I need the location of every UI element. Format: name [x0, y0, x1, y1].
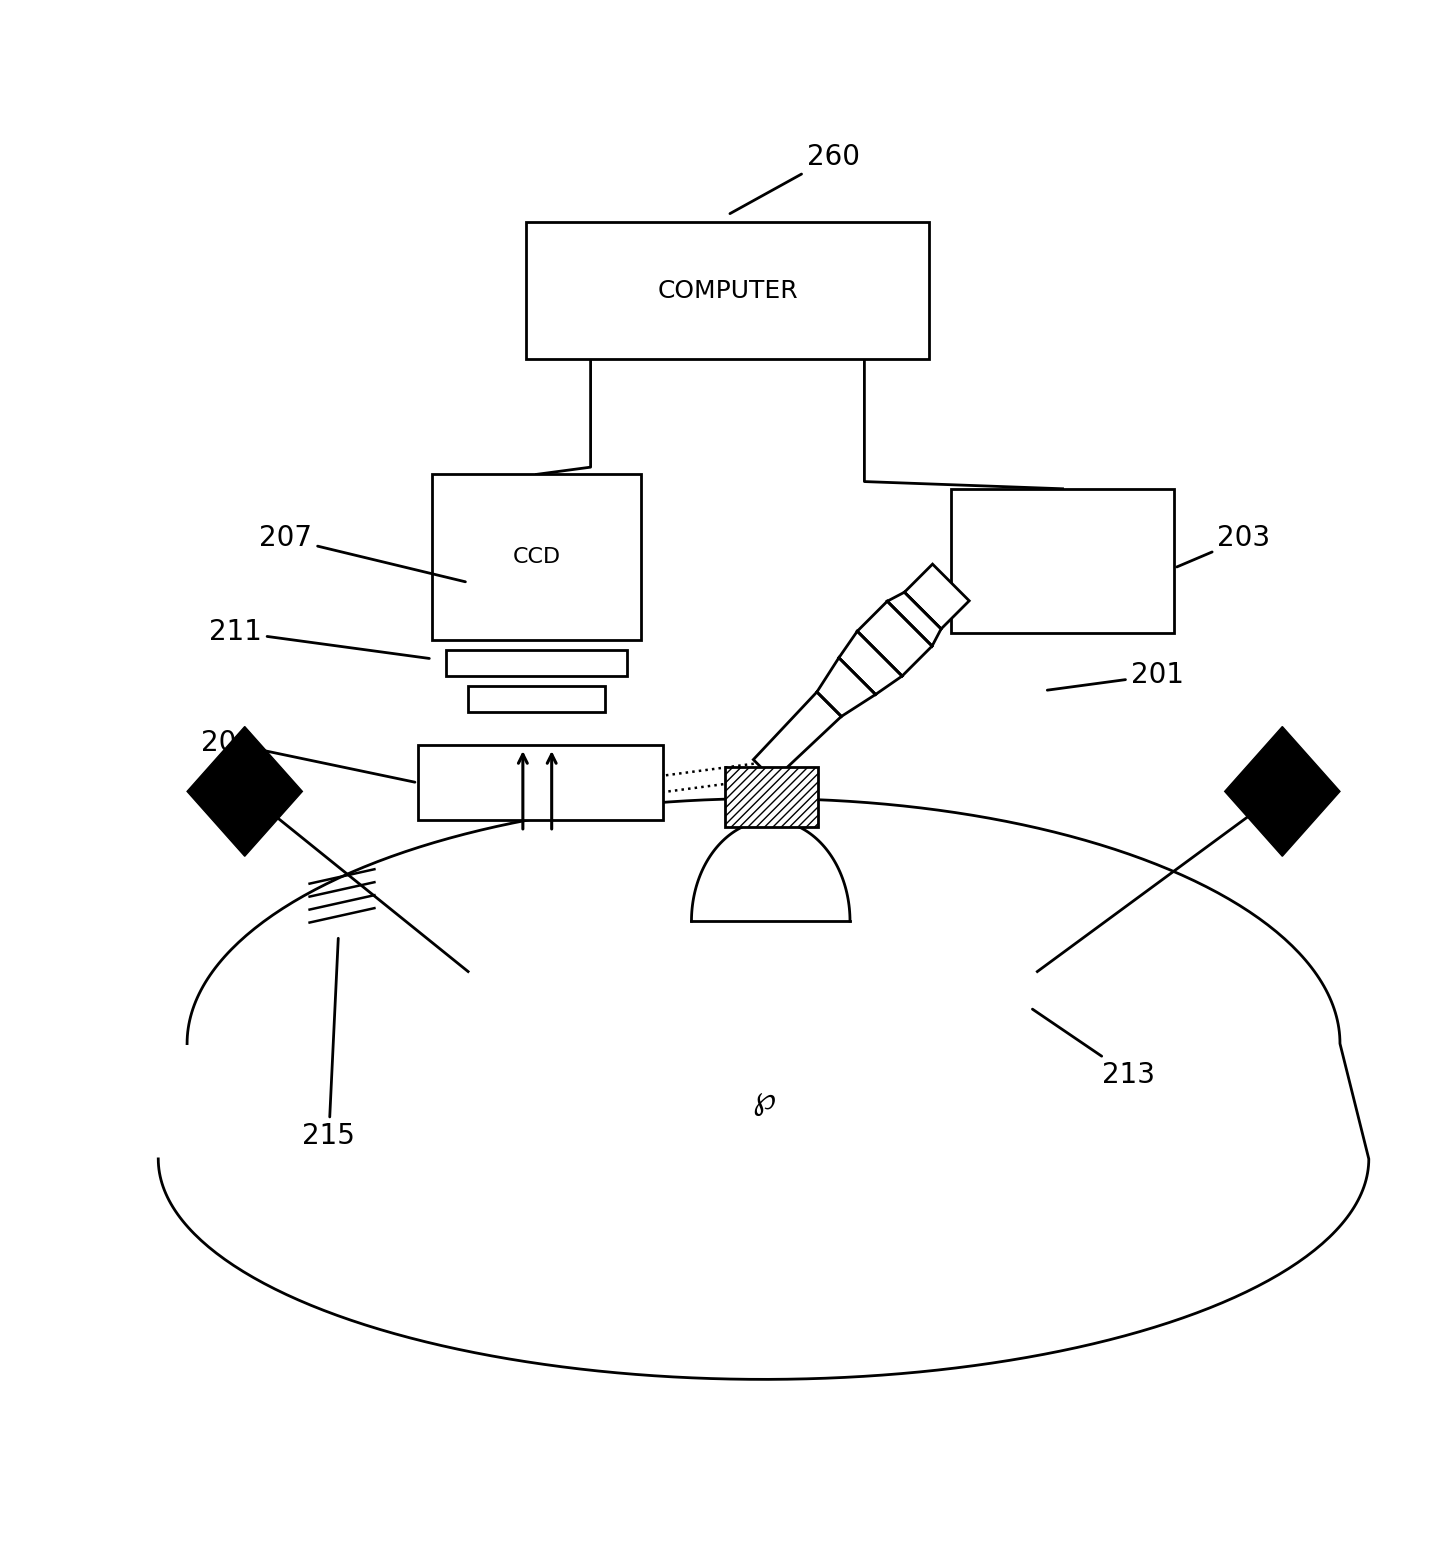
- Text: 201: 201: [1048, 662, 1184, 690]
- Bar: [525, 222, 930, 359]
- Polygon shape: [754, 692, 841, 780]
- Polygon shape: [888, 592, 941, 646]
- Text: 215: 215: [303, 939, 355, 1150]
- Text: CCD: CCD: [512, 547, 560, 567]
- Text: 207: 207: [259, 524, 466, 581]
- Polygon shape: [188, 727, 303, 856]
- Text: 211: 211: [208, 618, 429, 659]
- Bar: [952, 490, 1174, 632]
- Bar: [432, 474, 642, 640]
- Text: COMPUTER: COMPUTER: [658, 278, 797, 303]
- Text: 209: 209: [201, 729, 415, 782]
- Polygon shape: [905, 564, 969, 629]
- Bar: [447, 650, 627, 676]
- Polygon shape: [857, 601, 933, 676]
- Text: $\wp$: $\wp$: [752, 1085, 776, 1117]
- Polygon shape: [816, 657, 876, 716]
- Bar: [418, 746, 662, 821]
- Polygon shape: [840, 631, 902, 695]
- Bar: [469, 687, 605, 712]
- Text: 260: 260: [730, 143, 860, 213]
- Polygon shape: [1225, 727, 1340, 856]
- Text: 213: 213: [1033, 1009, 1155, 1088]
- Text: 203: 203: [1177, 524, 1270, 567]
- Bar: [725, 768, 818, 827]
